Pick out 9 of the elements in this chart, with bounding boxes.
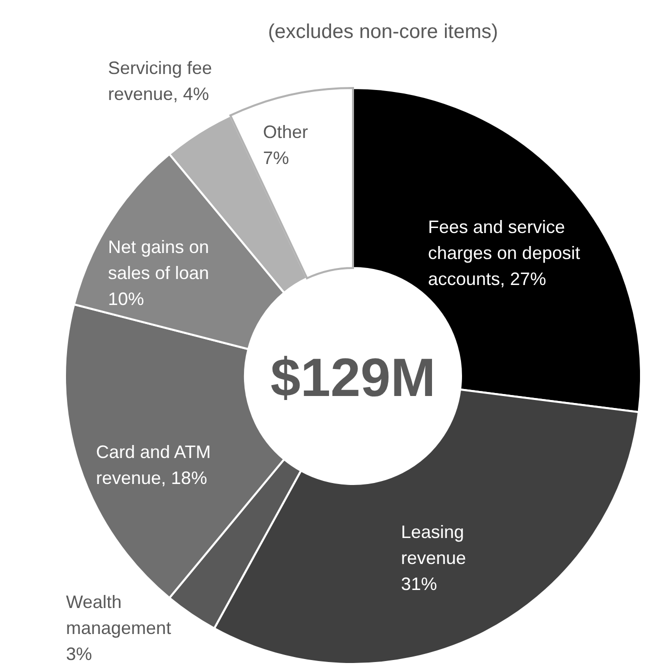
text: $129M (270, 348, 436, 408)
slice-label: Card and ATM revenue, 18% (96, 442, 211, 488)
slice-label: Wealth management 3% (66, 592, 172, 664)
slice-label: Fees and service charges on deposit accounts, 27% (428, 217, 580, 289)
slice-label: Other 7% (263, 122, 308, 168)
slice-label: Servicing fee revenue, 4% (108, 58, 212, 104)
chart-title: (excludes non-core items) (268, 21, 498, 43)
slice-label: Net gains on sales of loan 10% (108, 237, 210, 309)
slice-label: Leasing revenue 31% (401, 522, 466, 594)
